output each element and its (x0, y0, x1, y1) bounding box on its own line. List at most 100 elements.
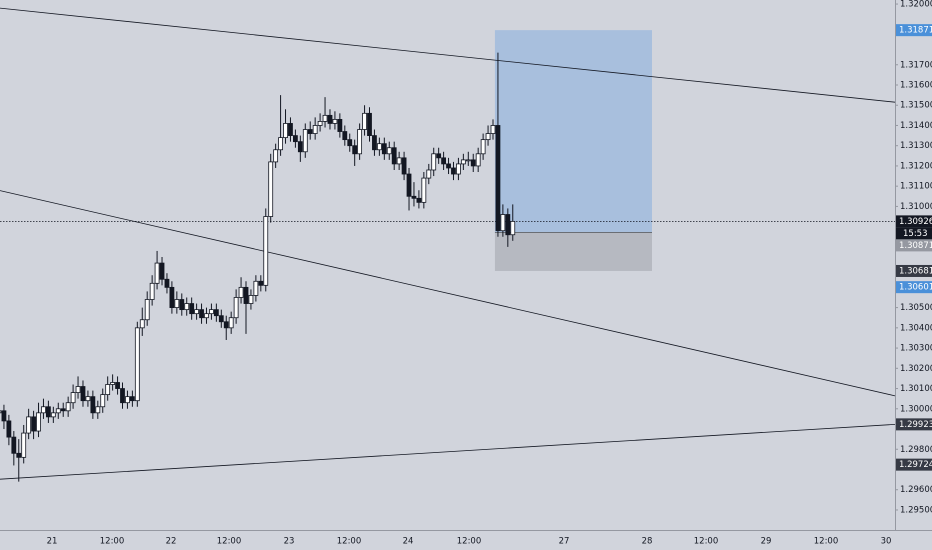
candle-body (372, 135, 377, 151)
candle-body (352, 145, 358, 155)
x-tick-label: 30 (881, 537, 892, 547)
candle-body (401, 157, 407, 175)
candle-body (347, 139, 353, 147)
candle-body (238, 286, 244, 298)
candle-body (120, 388, 125, 404)
candle-body (189, 303, 195, 315)
candle-body (169, 286, 175, 308)
candle-body (218, 315, 224, 323)
candle-body (248, 295, 254, 304)
y-tick-label: 1.31100 (900, 182, 932, 192)
candle-body (179, 299, 185, 311)
trendline (0, 190, 896, 397)
candle-body (65, 402, 71, 412)
candle-body (105, 384, 111, 396)
candle-body (50, 412, 56, 418)
x-tick-label: 21 (47, 537, 58, 547)
loss-zone (494, 232, 652, 271)
price-badge (896, 418, 932, 431)
countdown-label: 15:53 (903, 229, 928, 239)
y-tick-label: 1.30400 (900, 323, 932, 333)
price-badge (896, 281, 932, 294)
candle-body (421, 177, 427, 203)
candle-body (278, 137, 283, 151)
candle-body (485, 133, 491, 141)
price-badge (896, 264, 932, 277)
y-tick-label: 1.29800 (900, 445, 932, 455)
candle-body (470, 159, 476, 167)
candle-body (386, 147, 392, 155)
x-tick-label: 23 (284, 537, 295, 547)
candle-body (465, 159, 471, 162)
candle-body (297, 141, 303, 153)
candle-body (337, 118, 343, 132)
trendline (0, 7, 896, 103)
candle-body (11, 436, 17, 454)
candle-body (456, 163, 461, 175)
candle-body (510, 220, 516, 236)
candle-body (21, 432, 27, 458)
candle-body (446, 163, 451, 169)
x-tick-label: 12:00 (814, 537, 839, 547)
price-badge-label: 1.30681 (899, 266, 932, 276)
x-tick-label: 12:00 (217, 537, 242, 547)
candle-body (258, 280, 264, 286)
candle-body (451, 167, 456, 175)
y-tick-label: 1.31500 (900, 101, 932, 111)
candle-body (357, 129, 363, 155)
candle-body (228, 317, 234, 329)
candle-body (115, 382, 120, 389)
candle-body (85, 396, 91, 402)
price-badge-label: 1.30871 (899, 241, 932, 251)
candle-body (416, 197, 422, 203)
price-badge-label: 1.31871 (899, 26, 932, 36)
candle-body (322, 114, 328, 122)
candle-body (174, 299, 180, 308)
candle-body (342, 131, 348, 141)
y-tick-label: 1.30000 (900, 404, 932, 414)
price-badge-label: 1.29923 (899, 420, 932, 430)
candle-body (6, 420, 12, 438)
candle-body (406, 173, 412, 197)
candle-body (16, 452, 22, 458)
candle-body (312, 125, 318, 134)
trendline (0, 423, 896, 480)
candle-body (332, 118, 338, 124)
x-tick-label: 12:00 (457, 537, 482, 547)
candle-body (41, 406, 46, 414)
y-tick-label: 1.31300 (900, 141, 932, 151)
price-badge (896, 24, 932, 37)
candle-body (159, 262, 165, 280)
y-tick-label: 1.31400 (900, 121, 932, 131)
candle-body (273, 149, 279, 163)
candle-body (495, 125, 501, 232)
candle-body (223, 321, 229, 329)
y-tick-label: 1.30300 (900, 344, 932, 354)
candle-body (500, 214, 506, 232)
x-tick-label: 22 (166, 537, 177, 547)
candle-body (26, 416, 32, 434)
candle-body (411, 195, 417, 199)
candle-body (55, 408, 61, 414)
candle-body (209, 309, 214, 315)
candle-body (288, 123, 293, 136)
y-tick-label: 1.29500 (900, 505, 932, 515)
candle-body (283, 123, 288, 139)
candle-body (164, 278, 170, 288)
candle-body (376, 143, 382, 151)
y-tick-label: 1.30500 (900, 303, 932, 313)
candle-body (125, 396, 130, 404)
candle-body (327, 114, 333, 124)
price-badge-label: 1.30926 (899, 217, 932, 227)
x-tick-label: 27 (559, 537, 570, 547)
candle-body (480, 139, 486, 155)
candle-body (381, 143, 387, 155)
candle-body (391, 147, 397, 165)
candle-body (441, 157, 447, 165)
y-tick-label: 1.31000 (900, 202, 932, 212)
price-badge-label: 1.29724 (899, 460, 932, 470)
candle-body (396, 157, 402, 165)
profit-zone (494, 30, 652, 233)
price-badge (896, 239, 932, 252)
